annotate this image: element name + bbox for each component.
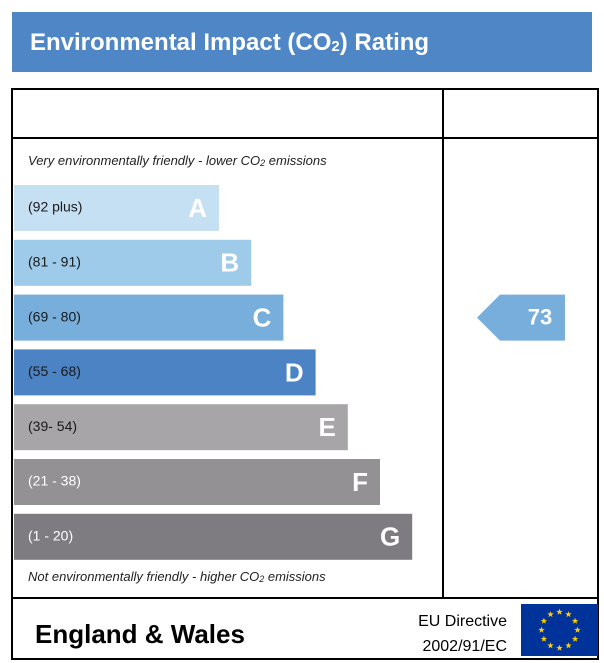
band-range: (92 plus) (28, 199, 82, 215)
current-arrow (477, 294, 565, 341)
region: England & Wales (35, 619, 245, 649)
band-bar (14, 185, 219, 231)
band-bar (14, 294, 284, 341)
top-note: Very environmentally friendly - lower CO… (28, 153, 327, 168)
eu-star (571, 617, 579, 624)
band-range: (39- 54) (28, 418, 77, 434)
eu-star (556, 644, 563, 651)
band-range: (81 - 91) (28, 254, 81, 270)
eu-stars (538, 608, 581, 651)
band-bar (14, 349, 316, 396)
eu-star (538, 626, 545, 633)
eu-star (547, 642, 554, 649)
band-letter: A (188, 193, 207, 223)
frame (11, 88, 599, 660)
band-range: (55 - 68) (28, 363, 81, 379)
eu-star (540, 635, 548, 642)
eu-star (547, 611, 554, 618)
directive-line1: EU Directive (418, 613, 507, 630)
directive-line2: 2002/91/EC (422, 638, 507, 655)
band-letter: E (318, 412, 335, 442)
band-bar (14, 239, 252, 286)
eu-star (571, 635, 579, 642)
eu-star (556, 608, 563, 615)
band-letter: F (352, 467, 368, 497)
band-letter: G (380, 522, 400, 552)
band-range: (21 - 38) (28, 473, 81, 489)
band-bar (14, 459, 380, 505)
eu-star (540, 617, 548, 624)
band-range: (69 - 80) (28, 308, 81, 324)
eu-star (565, 611, 572, 618)
current-value: 73 (528, 304, 552, 329)
title-bar (12, 12, 592, 72)
title: Environmental Impact (CO2) Rating (30, 29, 429, 56)
band-letter: B (220, 248, 239, 278)
band-range: (1 - 20) (28, 528, 73, 544)
band-letter: D (285, 357, 304, 387)
band-bar (14, 513, 413, 560)
eu-star (574, 626, 581, 633)
bottom-note: Not environmentally friendly - higher CO… (28, 569, 326, 584)
band-letter: C (253, 302, 272, 332)
eu-star (565, 642, 572, 649)
band-bar (14, 404, 348, 451)
